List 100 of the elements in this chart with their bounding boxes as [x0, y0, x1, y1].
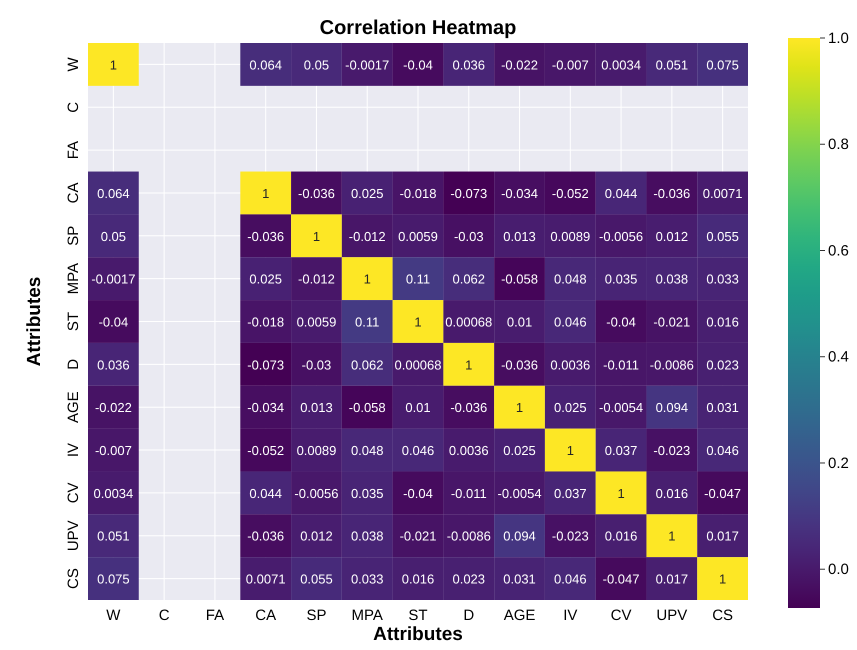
- data-label: 0.062: [350, 357, 384, 372]
- data-label: 1: [414, 314, 422, 330]
- y-tick-label: D: [65, 358, 82, 370]
- data-label: 0.0036: [448, 443, 489, 458]
- data-label: -0.007: [552, 57, 589, 72]
- data-label: -0.04: [403, 486, 433, 501]
- data-label: 0.025: [350, 186, 384, 201]
- data-label: -0.04: [98, 314, 128, 330]
- data-label: -0.04: [403, 57, 433, 72]
- data-label: -0.073: [247, 357, 284, 372]
- data-label: -0.021: [653, 314, 690, 330]
- data-label: 0.0059: [398, 228, 438, 244]
- data-label: 0.037: [604, 443, 638, 458]
- x-tick-label: FA: [206, 607, 224, 624]
- data-label: -0.036: [247, 228, 284, 244]
- data-label: -0.011: [450, 486, 487, 501]
- data-label: -0.018: [400, 186, 436, 201]
- x-tick-label: UPV: [656, 607, 688, 624]
- data-label: 0.01: [506, 314, 532, 330]
- data-label: 0.075: [706, 57, 739, 72]
- x-tick-label: SP: [306, 607, 326, 624]
- data-label: 0.0036: [550, 357, 590, 372]
- x-axis-title: Attributes: [373, 624, 463, 645]
- color-bar-label: 0.0: [828, 561, 849, 578]
- data-label: 0.044: [249, 486, 282, 501]
- data-label: -0.03: [302, 357, 332, 372]
- chart-title: Correlation Heatmap: [320, 17, 516, 39]
- data-label: -0.058: [501, 272, 538, 287]
- y-tick-label: AGE: [65, 391, 82, 424]
- data-label: 0.044: [604, 186, 638, 201]
- data-label: 0.0059: [296, 314, 336, 330]
- data-label: -0.036: [653, 186, 690, 201]
- y-tick-label: CS: [65, 568, 82, 589]
- data-label: 0.025: [503, 443, 536, 458]
- data-label: 0.036: [452, 57, 486, 72]
- data-label: 1: [566, 443, 574, 458]
- data-label: 0.013: [503, 228, 536, 244]
- data-label: 0.046: [706, 443, 739, 458]
- data-label: -0.022: [501, 57, 538, 72]
- data-label: 0.016: [706, 314, 739, 330]
- color-bar-label: 0.6: [828, 242, 849, 260]
- data-label: 0.023: [706, 357, 739, 372]
- data-label: 0.033: [706, 272, 739, 287]
- data-label: 0.023: [452, 572, 486, 587]
- x-tick-label: C: [158, 607, 170, 624]
- data-label: -0.021: [400, 528, 436, 544]
- data-label: 0.094: [656, 400, 688, 416]
- data-label: 0.031: [706, 400, 739, 416]
- color-bar-label: 0.2: [828, 454, 849, 472]
- x-tick-label: CV: [610, 607, 632, 624]
- data-label: 1: [312, 228, 320, 244]
- data-label: 0.046: [554, 572, 587, 587]
- data-label: 0.036: [97, 357, 130, 372]
- data-label: 0.016: [604, 528, 638, 544]
- data-label: 0.064: [97, 186, 130, 201]
- x-tick-label: ST: [408, 607, 428, 624]
- data-label: -0.022: [94, 400, 132, 416]
- data-label: -0.023: [653, 443, 690, 458]
- data-label: -0.0086: [650, 357, 694, 372]
- data-label: 0.00068: [445, 314, 492, 330]
- color-bar-label: 0.4: [828, 348, 849, 366]
- data-label: 0.075: [97, 572, 130, 587]
- data-label: 0.012: [656, 228, 688, 244]
- data-label: -0.0056: [599, 228, 644, 244]
- data-label: -0.0056: [294, 486, 339, 501]
- data-label: 0.05: [304, 57, 330, 72]
- data-label: 0.033: [350, 572, 384, 587]
- data-label: 0.0089: [550, 228, 590, 244]
- data-label: -0.012: [348, 228, 386, 244]
- data-label: 0.051: [97, 528, 130, 544]
- data-label: -0.052: [552, 186, 589, 201]
- data-label: 0.11: [406, 272, 430, 287]
- data-label: -0.04: [606, 314, 636, 330]
- data-label: 0.0071: [246, 572, 286, 587]
- data-label: 1: [668, 528, 676, 544]
- x-tick-label: W: [106, 607, 122, 624]
- data-label: 0.048: [554, 272, 587, 287]
- data-label: 0.048: [350, 443, 384, 458]
- data-label: -0.0017: [91, 272, 136, 287]
- data-label: 0.0071: [702, 186, 742, 201]
- data-label: -0.036: [247, 528, 284, 544]
- data-label: 0.013: [300, 400, 333, 416]
- data-label: 0.016: [402, 572, 434, 587]
- y-tick-label: CV: [65, 482, 82, 504]
- data-label: -0.036: [298, 186, 335, 201]
- data-label: 0.012: [300, 528, 333, 544]
- y-tick-label: MPA: [65, 262, 82, 294]
- data-label: 0.055: [300, 572, 333, 587]
- x-tick-label: MPA: [352, 607, 383, 624]
- data-label: 0.025: [249, 272, 282, 287]
- data-label: 0.062: [452, 272, 486, 287]
- data-label: -0.034: [247, 400, 284, 416]
- x-tick-label: CA: [255, 607, 276, 624]
- data-label: 0.05: [100, 228, 126, 244]
- color-bar-label: 1.0: [828, 30, 849, 47]
- data-label: 0.035: [350, 486, 384, 501]
- data-label: 1: [617, 486, 625, 501]
- data-label: 0.01: [405, 400, 431, 416]
- data-label: 0.0089: [296, 443, 336, 458]
- x-tick-label: AGE: [504, 607, 536, 624]
